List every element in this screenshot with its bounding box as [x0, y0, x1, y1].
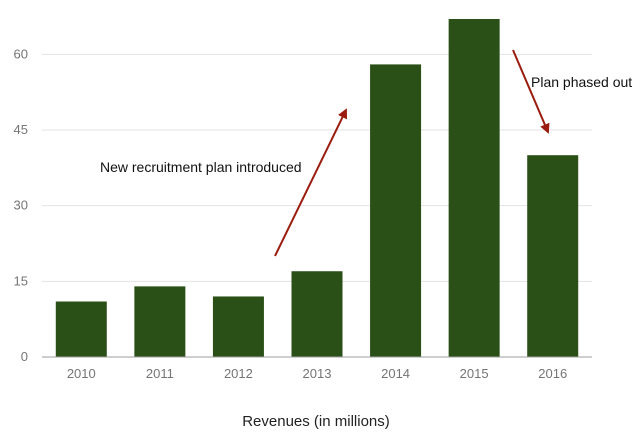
x-tick-label: 2011 — [146, 366, 174, 381]
y-tick-label: 30 — [14, 198, 28, 213]
annotation-plan-phased-out: Plan phased out — [531, 74, 632, 90]
x-tick-label: 2013 — [303, 366, 332, 381]
y-tick-label: 0 — [21, 349, 28, 364]
x-tick-label: 2012 — [224, 366, 253, 381]
bar-2012 — [212, 296, 264, 357]
bar-2011 — [134, 286, 186, 357]
y-tick-label: 60 — [14, 46, 28, 61]
bar-2010 — [55, 301, 107, 357]
bar-2016 — [527, 155, 579, 357]
x-axis-label: Revenues (in millions) — [242, 413, 390, 430]
x-tick-label: 2016 — [538, 366, 567, 381]
y-tick-label: 45 — [14, 122, 28, 137]
x-tick-label: 2010 — [67, 366, 96, 381]
annotation-arrow-phased-out — [512, 49, 550, 134]
y-tick-label: 15 — [14, 273, 28, 288]
annotation-arrow-recruitment — [274, 108, 347, 257]
x-tick-label: 2015 — [460, 366, 489, 381]
bar-2014 — [370, 64, 422, 357]
bar-2015 — [448, 19, 500, 357]
annotation-recruitment-plan: New recruitment plan introduced — [100, 159, 302, 175]
x-tick-label: 2014 — [381, 366, 410, 381]
bar-2013 — [291, 271, 343, 357]
